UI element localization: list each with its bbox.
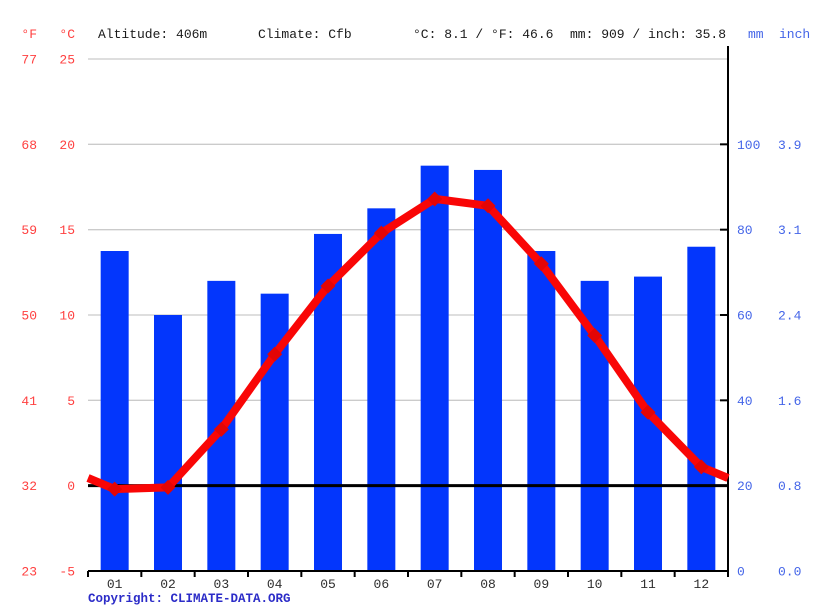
mm-axis-tick-label: 40 <box>737 394 753 409</box>
temperature-marker-03 <box>213 421 229 437</box>
inch-axis-tick-label: 2.4 <box>778 309 802 324</box>
c-axis-tick-label: 5 <box>67 394 75 409</box>
f-axis-tick-label: 77 <box>21 53 37 68</box>
c-axis-tick-label: -5 <box>59 565 75 580</box>
altitude-label: Altitude: 406m <box>98 27 208 42</box>
temperature-marker-11 <box>640 404 656 420</box>
inch-axis-tick-label: 3.1 <box>778 223 802 238</box>
mm-axis-tick-label: 0 <box>737 565 745 580</box>
mm-axis-tick-label: 60 <box>737 309 753 324</box>
temperature-marker-08 <box>480 198 496 214</box>
month-label: 01 <box>107 577 123 592</box>
c-axis-tick-label: 0 <box>67 479 75 494</box>
f-axis-tick-label: 41 <box>21 394 37 409</box>
month-label: 11 <box>640 577 656 592</box>
temperature-marker-04 <box>267 346 283 362</box>
month-label: 12 <box>694 577 710 592</box>
inch-axis-tick-label: 0.0 <box>778 565 801 580</box>
c-axis-tick-label: 15 <box>59 223 75 238</box>
precipitation-summary: mm: 909 / inch: 35.8 <box>570 27 727 42</box>
fahrenheit-column-header: °F <box>21 27 37 42</box>
temperature-marker-05 <box>320 278 336 294</box>
precip-bar-04 <box>260 293 289 571</box>
climate-classification-label: Climate: Cfb <box>258 27 352 42</box>
f-axis-tick-label: 32 <box>21 479 37 494</box>
temperature-marker-10 <box>587 327 603 343</box>
temperature-marker-07 <box>427 191 443 207</box>
f-axis-tick-label: 59 <box>21 223 37 238</box>
precip-bar-02 <box>154 315 182 571</box>
temperature-marker-09 <box>533 256 549 272</box>
month-label: 02 <box>160 577 176 592</box>
f-axis-tick-label: 50 <box>21 309 37 324</box>
inch-axis-tick-label: 0.8 <box>778 479 801 494</box>
temperature-marker-01 <box>107 481 123 497</box>
mm-axis-tick-label: 20 <box>737 479 753 494</box>
temperature-marker-02 <box>160 479 176 495</box>
copyright-source-link[interactable]: Copyright: CLIMATE-DATA.ORG <box>88 592 291 606</box>
month-label: 03 <box>214 577 230 592</box>
month-label: 05 <box>320 577 336 592</box>
average-temperature-summary: °C: 8.1 / °F: 46.6 <box>413 27 554 42</box>
celsius-column-header: °C <box>59 27 75 42</box>
month-label: 08 <box>480 577 496 592</box>
f-axis-tick-label: 23 <box>21 565 37 580</box>
month-label: 09 <box>534 577 550 592</box>
precip-bar-01 <box>100 251 129 571</box>
precip-bar-12 <box>687 246 716 571</box>
temperature-marker-12 <box>693 459 709 475</box>
c-axis-tick-label: 20 <box>59 138 75 153</box>
mm-column-header: mm <box>748 27 764 42</box>
precip-bar-06 <box>367 208 396 572</box>
f-axis-tick-label: 68 <box>21 138 37 153</box>
mm-axis-tick-label: 100 <box>737 138 760 153</box>
precip-bar-07 <box>420 165 449 571</box>
temperature-marker-06 <box>373 225 389 241</box>
month-label: 06 <box>374 577 390 592</box>
month-label: 10 <box>587 577 603 592</box>
mm-axis-tick-label: 80 <box>737 223 753 238</box>
precip-bar-08 <box>474 169 502 571</box>
temperature-line <box>86 194 730 494</box>
inch-axis-tick-label: 1.6 <box>778 394 801 409</box>
precip-bar-09 <box>527 251 556 571</box>
c-axis-tick-label: 25 <box>59 53 75 68</box>
month-label: 07 <box>427 577 443 592</box>
c-axis-tick-label: 10 <box>59 309 75 324</box>
month-label: 04 <box>267 577 283 592</box>
inch-axis-tick-label: 3.9 <box>778 138 801 153</box>
inch-column-header: inch <box>779 27 811 42</box>
